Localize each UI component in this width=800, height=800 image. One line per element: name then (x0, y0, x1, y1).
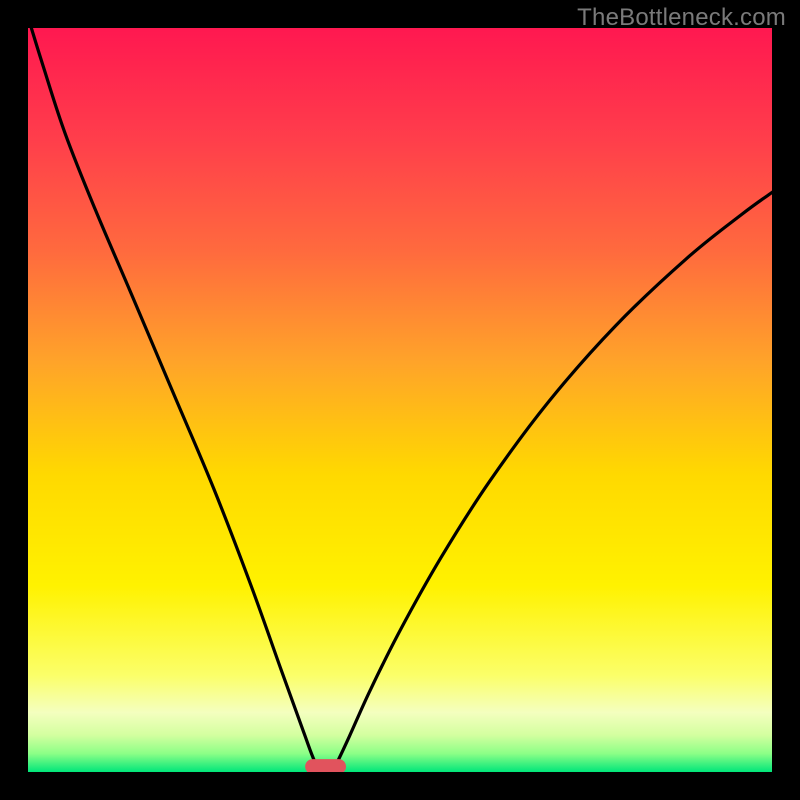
bottleneck-curve-svg (28, 28, 772, 772)
optimum-marker (305, 759, 346, 772)
plot-area (28, 28, 772, 772)
chart-frame: TheBottleneck.com (0, 0, 800, 800)
gradient-background (28, 28, 772, 772)
